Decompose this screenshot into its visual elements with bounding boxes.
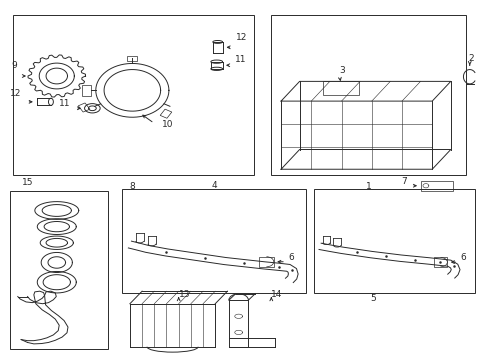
Bar: [160, 109, 171, 118]
Text: 6: 6: [288, 253, 294, 262]
Bar: [13, 15, 254, 175]
Bar: [433, 257, 447, 267]
Text: 11: 11: [59, 99, 71, 108]
Text: 12: 12: [10, 89, 21, 98]
Bar: [122, 189, 305, 293]
Bar: [271, 15, 466, 175]
Bar: [322, 81, 358, 95]
Bar: [78, 103, 90, 112]
Text: 15: 15: [22, 178, 33, 187]
Bar: [127, 55, 137, 61]
Text: 1: 1: [365, 182, 371, 191]
Bar: [314, 189, 474, 293]
Text: 4: 4: [211, 181, 217, 190]
Text: 7: 7: [401, 177, 407, 186]
Text: 9: 9: [11, 61, 17, 70]
Text: 5: 5: [369, 294, 375, 303]
Bar: [82, 85, 91, 96]
Text: 12: 12: [236, 33, 247, 42]
Bar: [420, 181, 452, 191]
Bar: [259, 257, 273, 267]
Text: 8: 8: [129, 182, 135, 191]
Text: 3: 3: [339, 67, 344, 76]
Text: 6: 6: [460, 253, 466, 262]
Text: 2: 2: [468, 54, 473, 63]
Text: 10: 10: [161, 120, 173, 129]
Text: 13: 13: [179, 289, 190, 298]
Text: 14: 14: [270, 289, 281, 298]
Text: 11: 11: [235, 55, 246, 64]
Bar: [10, 191, 108, 348]
